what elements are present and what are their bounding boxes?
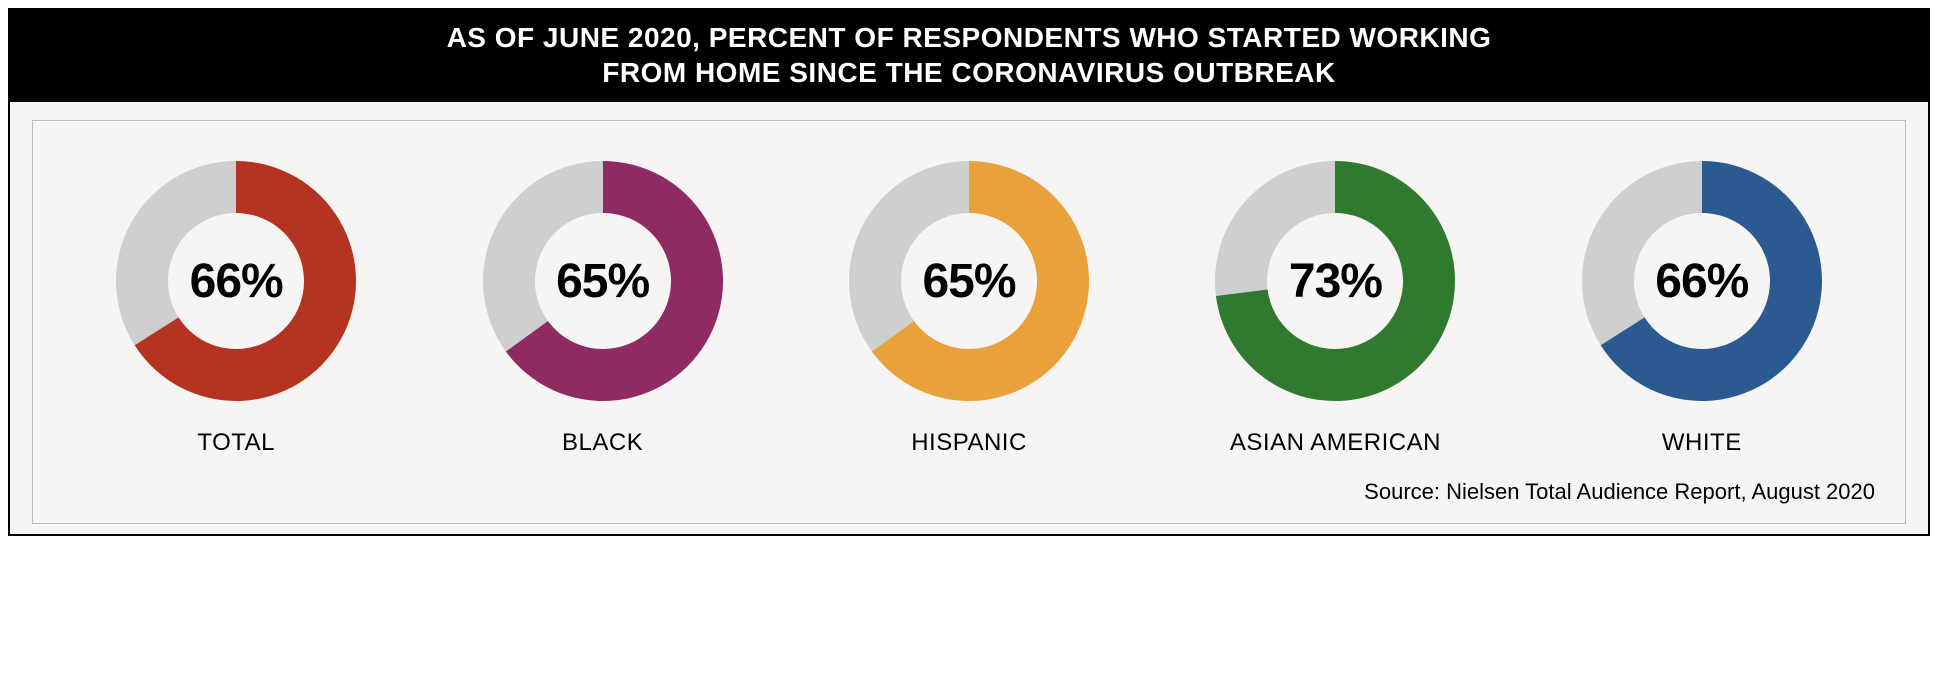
donut-chart: 66%: [1572, 151, 1832, 411]
title-line-2: FROM HOME SINCE THE CORONAVIRUS OUTBREAK: [30, 55, 1908, 90]
donut-chart: 66%: [106, 151, 366, 411]
donut-center-value: 73%: [1205, 151, 1465, 411]
donut-chart: 73%: [1205, 151, 1465, 411]
donut-cell: 65% HISPANIC: [796, 151, 1142, 457]
donut-center-value: 65%: [473, 151, 733, 411]
title-line-1: AS OF JUNE 2020, PERCENT OF RESPONDENTS …: [30, 20, 1908, 55]
donut-cell: 73% ASIAN AMERICAN: [1162, 151, 1508, 457]
donut-category-label: WHITE: [1662, 429, 1742, 457]
donut-cell: 66% WHITE: [1529, 151, 1875, 457]
donut-category-label: HISPANIC: [911, 429, 1027, 457]
donut-cell: 66% TOTAL: [63, 151, 409, 457]
donut-category-label: BLACK: [562, 429, 643, 457]
donut-category-label: ASIAN AMERICAN: [1230, 429, 1441, 457]
donut-row: 66% TOTAL 65% BLACK 65% HISPANIC 73% ASIAN AMER…: [63, 151, 1875, 457]
source-citation: Source: Nielsen Total Audience Report, A…: [63, 479, 1875, 505]
donut-center-value: 66%: [106, 151, 366, 411]
donut-center-value: 65%: [839, 151, 1099, 411]
title-bar: AS OF JUNE 2020, PERCENT OF RESPONDENTS …: [10, 10, 1928, 102]
donut-chart: 65%: [839, 151, 1099, 411]
chart-area: 66% TOTAL 65% BLACK 65% HISPANIC 73% ASIAN AMER…: [32, 120, 1906, 524]
donut-cell: 65% BLACK: [429, 151, 775, 457]
donut-chart: 65%: [473, 151, 733, 411]
donut-center-value: 66%: [1572, 151, 1832, 411]
infographic-container: AS OF JUNE 2020, PERCENT OF RESPONDENTS …: [8, 8, 1930, 536]
donut-category-label: TOTAL: [197, 429, 275, 457]
